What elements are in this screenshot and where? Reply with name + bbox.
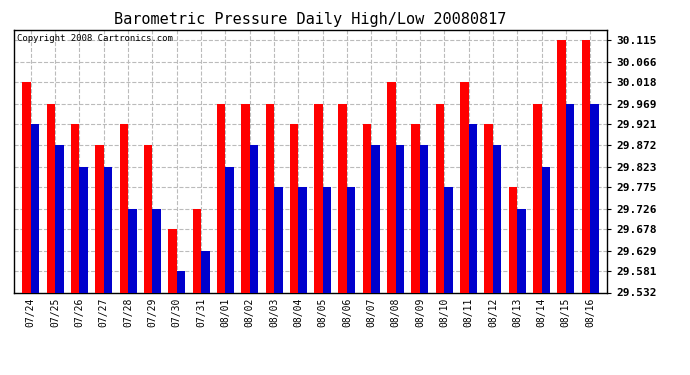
Text: Copyright 2008 Cartronics.com: Copyright 2008 Cartronics.com — [17, 34, 172, 43]
Bar — [582, 40, 590, 292]
Bar — [226, 166, 234, 292]
Bar — [104, 166, 112, 292]
Bar — [387, 82, 395, 292]
Bar — [274, 188, 282, 292]
Bar — [363, 124, 371, 292]
Bar — [518, 209, 526, 292]
Bar — [411, 124, 420, 292]
Bar — [339, 104, 347, 292]
Bar — [469, 124, 477, 292]
Bar — [55, 146, 63, 292]
Bar — [128, 209, 137, 292]
Title: Barometric Pressure Daily High/Low 20080817: Barometric Pressure Daily High/Low 20080… — [115, 12, 506, 27]
Bar — [558, 40, 566, 292]
Bar — [241, 104, 250, 292]
Bar — [79, 166, 88, 292]
Bar — [201, 251, 210, 292]
Bar — [177, 271, 185, 292]
Bar — [119, 124, 128, 292]
Bar — [590, 104, 599, 292]
Bar — [420, 146, 428, 292]
Bar — [542, 166, 550, 292]
Bar — [436, 104, 444, 292]
Bar — [371, 146, 380, 292]
Bar — [290, 124, 298, 292]
Bar — [266, 104, 274, 292]
Bar — [460, 82, 469, 292]
Bar — [493, 146, 502, 292]
Bar — [509, 188, 518, 292]
Bar — [566, 104, 574, 292]
Bar — [444, 188, 453, 292]
Bar — [168, 230, 177, 292]
Bar — [347, 188, 355, 292]
Bar — [533, 104, 542, 292]
Bar — [31, 124, 39, 292]
Bar — [95, 146, 104, 292]
Bar — [395, 146, 404, 292]
Bar — [323, 188, 331, 292]
Bar — [144, 146, 152, 292]
Bar — [217, 104, 226, 292]
Bar — [298, 188, 307, 292]
Bar — [250, 146, 258, 292]
Bar — [71, 124, 79, 292]
Bar — [22, 82, 31, 292]
Bar — [47, 104, 55, 292]
Bar — [484, 124, 493, 292]
Bar — [152, 209, 161, 292]
Bar — [193, 209, 201, 292]
Bar — [314, 104, 323, 292]
